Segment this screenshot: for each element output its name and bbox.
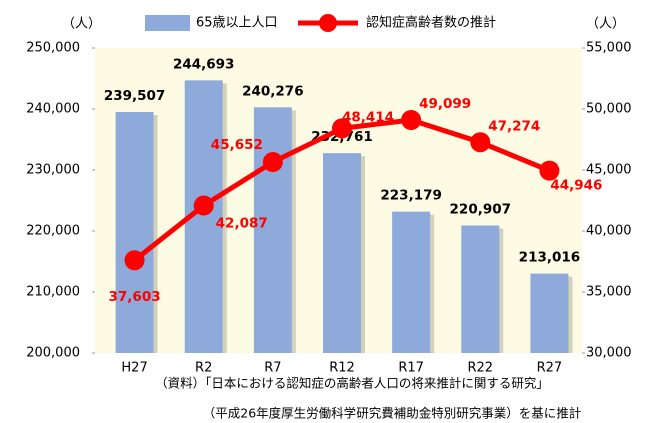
line-marker bbox=[470, 132, 491, 153]
y2-tick-label: 55,000 bbox=[586, 41, 632, 56]
data-label: 240,276 bbox=[242, 83, 304, 99]
data-label: 239,507 bbox=[104, 88, 166, 104]
data-label: 44,946 bbox=[550, 178, 602, 194]
legend-swatch bbox=[319, 14, 337, 32]
line-marker bbox=[332, 118, 352, 139]
x-tick-label: R27 bbox=[537, 361, 563, 376]
bar bbox=[530, 273, 569, 353]
right-unit: （人） bbox=[586, 17, 625, 32]
bar bbox=[392, 211, 431, 353]
source-note: （資料）「日本における認知症の高齢者人口の将来推計に関する研究」 bbox=[155, 376, 549, 391]
x-tick-label: R7 bbox=[264, 361, 281, 376]
y2-tick-label: 30,000 bbox=[586, 346, 632, 361]
line-marker bbox=[539, 160, 560, 181]
data-label: 213,016 bbox=[519, 250, 581, 266]
y-tick-label: 250,000 bbox=[26, 41, 80, 56]
source-note: （平成26年度厚生労働科学研究費補助金特別研究事業）を基に推計 bbox=[203, 406, 581, 421]
y-tick-label: 200,000 bbox=[26, 346, 80, 361]
data-label: 49,099 bbox=[419, 96, 471, 112]
data-label: 48,414 bbox=[342, 109, 394, 125]
legend-label: 65歳以上人口 bbox=[196, 16, 278, 31]
line-marker bbox=[124, 250, 145, 271]
y-tick-label: 230,000 bbox=[26, 163, 80, 178]
data-label: 37,603 bbox=[109, 289, 161, 305]
y2-tick-label: 40,000 bbox=[586, 224, 632, 239]
bar bbox=[253, 107, 292, 353]
x-tick-label: R17 bbox=[398, 361, 424, 376]
bar bbox=[115, 112, 154, 354]
y2-tick-label: 50,000 bbox=[586, 102, 632, 117]
y2-tick-label: 45,000 bbox=[586, 163, 632, 178]
data-label: 47,274 bbox=[488, 118, 540, 134]
y-tick-label: 210,000 bbox=[26, 285, 80, 300]
legend-label: 認知症高齢者数の推計 bbox=[366, 15, 496, 31]
data-label: 45,652 bbox=[211, 137, 263, 153]
x-tick-label: R2 bbox=[195, 361, 212, 376]
data-label: 220,907 bbox=[450, 201, 512, 217]
legend-swatch bbox=[145, 15, 190, 31]
bar bbox=[323, 153, 361, 353]
x-tick-label: H27 bbox=[121, 361, 147, 376]
data-label: 42,087 bbox=[216, 216, 268, 232]
bar bbox=[461, 225, 500, 353]
y-tick-label: 220,000 bbox=[26, 224, 80, 239]
left-unit: （人） bbox=[62, 17, 101, 32]
data-label: 223,179 bbox=[380, 188, 442, 204]
x-tick-label: R12 bbox=[329, 361, 355, 376]
line-marker bbox=[262, 152, 283, 173]
line-marker bbox=[401, 109, 422, 130]
data-label: 244,693 bbox=[173, 56, 235, 72]
line-marker bbox=[193, 195, 214, 216]
y-tick-label: 240,000 bbox=[26, 102, 80, 117]
y2-tick-label: 35,000 bbox=[586, 285, 632, 300]
x-tick-label: R22 bbox=[467, 361, 493, 376]
